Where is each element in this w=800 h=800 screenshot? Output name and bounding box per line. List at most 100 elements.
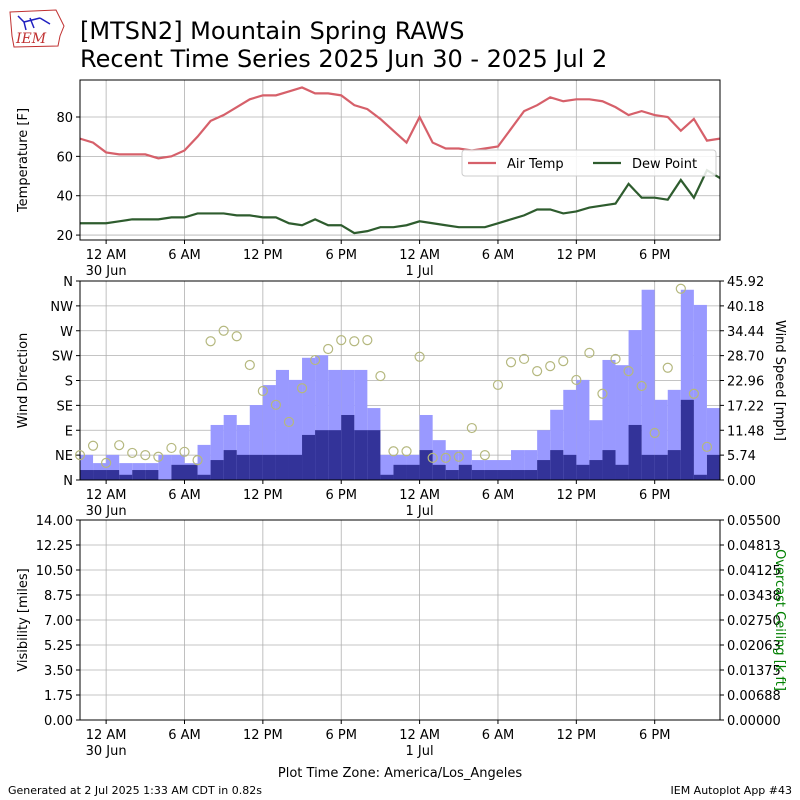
point xyxy=(192,455,203,466)
label-line: 12 AM xyxy=(86,488,127,503)
x-tick-label: 6 AM xyxy=(168,248,201,263)
x-tick-label: 6 PM xyxy=(325,248,356,263)
y-tick-label: 3.50 xyxy=(44,664,73,679)
logo: IEM xyxy=(9,9,65,48)
x-tick-label: 12 AM 1 Jul xyxy=(399,488,440,519)
y2-tick-label: 28.70 xyxy=(727,350,764,365)
x-tick-label: 12 AM 30 Jun xyxy=(86,248,127,279)
x-tick-label: 12 AM 30 Jun xyxy=(86,728,127,759)
bar xyxy=(550,450,564,480)
label-line: 30 Jun xyxy=(86,504,127,519)
point xyxy=(388,446,399,457)
point xyxy=(649,427,660,439)
point xyxy=(610,353,621,365)
y-axis-label: Visibility [miles] xyxy=(16,568,31,671)
point xyxy=(375,370,386,382)
axes-frame xyxy=(79,79,721,241)
x-tick-label: 6 AM xyxy=(168,488,201,503)
y-tick-label: 8.75 xyxy=(44,589,73,604)
bar xyxy=(563,454,577,480)
bar xyxy=(445,470,459,480)
bar xyxy=(693,474,707,480)
line-series xyxy=(80,86,720,160)
point xyxy=(257,385,268,397)
y-tick-label: 5.25 xyxy=(44,639,73,654)
y-tick-label: 1.75 xyxy=(44,689,73,704)
bar xyxy=(80,470,94,480)
point xyxy=(310,354,321,366)
y2-tick-label: 5.74 xyxy=(727,449,756,464)
point xyxy=(584,347,595,358)
bar xyxy=(720,408,733,480)
legend-label: Dew Point xyxy=(632,157,697,172)
y2-tick-label: 0.03438 xyxy=(727,589,781,604)
bar xyxy=(197,474,211,480)
y-axis-label: Temperature [F] xyxy=(16,108,31,213)
x-tick-label: 12 PM xyxy=(243,488,283,503)
point xyxy=(362,335,373,346)
x-tick-label: 12 AM 1 Jul xyxy=(399,728,440,759)
bar xyxy=(223,450,237,480)
bar xyxy=(537,460,551,480)
y2-tick-label: 0.02063 xyxy=(727,639,781,654)
y-tick-label: 80 xyxy=(56,111,73,126)
point xyxy=(427,452,438,463)
bar xyxy=(145,470,159,480)
bar xyxy=(132,470,146,480)
label-line: 1 Jul xyxy=(406,264,434,279)
label-line: 12 AM xyxy=(399,488,440,503)
point xyxy=(623,366,634,377)
y-tick-label: N xyxy=(63,474,73,489)
bar xyxy=(667,450,681,480)
footer-right: IEM Autoplot App #43 xyxy=(671,784,793,797)
point xyxy=(153,451,164,462)
bar xyxy=(249,454,263,480)
bar xyxy=(589,460,603,480)
bar xyxy=(93,470,107,480)
y2-tick-label: 0.00000 xyxy=(727,714,781,729)
bar xyxy=(288,454,303,480)
x-tick-label: 6 PM xyxy=(639,728,670,743)
y-tick-label: W xyxy=(60,325,73,340)
bar xyxy=(615,464,629,480)
y-tick-label: 20 xyxy=(56,229,73,244)
y-tick-label: 0.00 xyxy=(44,714,73,729)
plot-area xyxy=(80,86,720,235)
line-series xyxy=(80,168,720,235)
point xyxy=(179,446,190,457)
x-tick-label: 6 PM xyxy=(325,488,356,503)
legend-label: Air Temp xyxy=(507,157,564,172)
logo-text: IEM xyxy=(15,31,47,47)
y2-tick-label: 11.48 xyxy=(727,424,764,439)
bar xyxy=(236,454,250,480)
point xyxy=(675,283,686,294)
y2-tick-label: 17.22 xyxy=(727,399,764,414)
point xyxy=(74,450,86,461)
y2-tick-label: 0.02750 xyxy=(727,614,781,629)
bar xyxy=(524,470,538,480)
point xyxy=(87,440,99,451)
x-tick-label: 6 PM xyxy=(639,248,670,263)
bar xyxy=(615,365,629,480)
point xyxy=(114,440,125,451)
y-tick-label: S xyxy=(65,375,73,390)
point xyxy=(558,356,569,367)
y-tick-label: 7.00 xyxy=(44,614,73,629)
label-line: 12 AM xyxy=(86,248,127,263)
point xyxy=(636,380,647,392)
point xyxy=(283,416,295,428)
bar xyxy=(602,450,616,480)
label-line: 12 AM xyxy=(86,728,127,743)
point xyxy=(244,359,255,371)
point xyxy=(518,353,530,365)
bar xyxy=(654,454,668,480)
point xyxy=(414,351,425,362)
logo-mark xyxy=(17,15,51,31)
point xyxy=(323,343,334,355)
point xyxy=(296,383,308,394)
bar xyxy=(380,474,394,480)
bar xyxy=(511,470,525,480)
point xyxy=(466,422,477,434)
grid xyxy=(80,519,720,721)
